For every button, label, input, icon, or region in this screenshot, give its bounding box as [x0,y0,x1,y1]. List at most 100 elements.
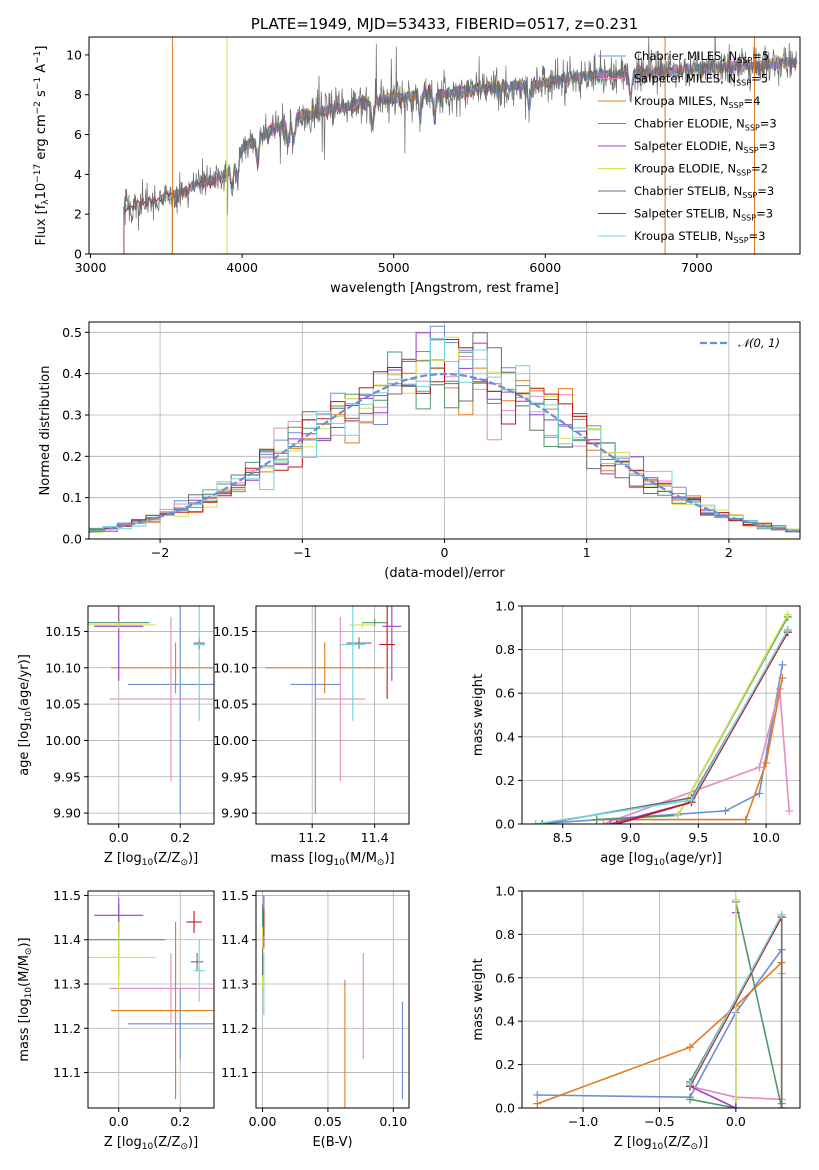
weight_vs_age-ytick-label: 0.2 [495,773,515,788]
weight_vs_age-ytick-label: 0.6 [495,686,515,701]
age_vs_mass-ytick-label: 9.95 [221,769,249,784]
mass_vs_Z-plot-area [88,897,214,1100]
mass_vs_ebv-xlabel: E(B-V) [312,1135,352,1150]
weight_vs_Z-marker-kroupa_stelib [777,910,786,919]
spectrum-xtick-label: 3000 [75,260,107,275]
legend-label-kroupa_elodie: Kroupa ELODIE, NSSP=2 [634,162,768,178]
residuals-xtick-label: −1 [293,545,311,560]
weight_vs_age-series-chabrier_stelib [542,631,789,824]
mass_vs_ebv-axes: 0.00 0.05 0.10 11.1 11.2 11.3 11.4 11.5 E(B-V) [221,888,410,1150]
spectrum-axes: 3000 4000 5000 6000 7000 0 2 4 6 8 10 wavelength [A… [33,36,801,296]
mass_vs_ebv-ytick-label: 11.5 [221,888,249,903]
residuals-frame: −2 −1 0 1 2 0.0 0.1 0.2 0.3 0.4 0.5 (data-model)/er… [38,321,801,581]
figure-title: PLATE=1949, MJD=53433, FIBERID=0517, z=0… [251,15,638,33]
weight_vs_age-ytick-label: 0.4 [495,729,515,744]
age_vs_Z-xtick-label: 0.0 [109,830,129,845]
spectrum-ytick-label: 8 [74,87,82,102]
mass_vs_ebv-ytick-label: 11.2 [221,1021,249,1036]
mass_vs_ebv-frame: 0.00 0.05 0.10 11.1 11.2 11.3 11.4 11.5 E(B-V) [221,888,410,1150]
age_vs_mass-border [255,605,410,825]
age_vs_Z-frame: 0.0 0.2 9.90 9.95 10.00 10.05 10.10 10.15 Z [log… [17,605,215,868]
residuals-xtick-label: 2 [725,545,733,560]
age_vs_mass-ytick-label: 10.15 [213,624,249,639]
mass_vs_Z-axes: 0.0 0.2 11.1 11.2 11.3 11.4 11.5 Z [log10(Z/Z⊙)… [17,888,215,1152]
legend-label-chabrier_miles: Chabrier MILES, NSSP=5 [634,49,769,65]
weight_vs_Z-series-chabrier_miles [537,949,783,1099]
mass_vs_Z-point-salpeter_stelib [186,910,202,934]
weight_vs_age-series-kroupa_miles [596,677,784,821]
mass_vs_ebv-border [255,890,410,1109]
weight_vs_age-marker-kroupa_stelib [783,625,792,634]
weight_vs_age-marker-chabrier_miles [778,660,787,669]
weight_vs_age-series-chabrier_miles [535,664,784,824]
weight_vs_age-frame: 8.5 9.0 9.5 10.0 0.0 0.2 0.4 0.6 0.8 1.0 age [log1… [471,599,801,868]
weight_vs_age-xtick-label: 9.0 [621,830,641,845]
weight_vs_age-marker-kroupa_miles [778,673,787,682]
mass_vs_ebv-xtick-label: 0.00 [249,1114,277,1129]
age_vs_mass-point-chabrier_miles [290,606,341,814]
age_vs_mass-ytick-label: 10.05 [213,697,249,712]
spectrum-legend: Chabrier MILES, NSSP=5 Salpeter MILES, NS… [598,49,777,245]
weight_vs_Z-ytick-label: 0.0 [495,1101,515,1116]
residuals-xtick-label: −2 [151,545,169,560]
age_vs_Z-xtick-label: 0.2 [170,830,190,845]
spectrum-plot-area [123,37,798,254]
residual-hist-chabrier_miles [89,325,800,531]
weight_vs_Z-marker-kroupa_miles [686,1043,695,1052]
residuals-ytick-label: 0.5 [62,325,82,340]
mass_vs_Z-ytick-label: 11.4 [53,932,81,947]
weight_vs_Z-xtick-label: −1.0 [568,1114,598,1129]
spectrum-xtick-label: 5000 [378,260,410,275]
spectrum-ytick-label: 10 [66,47,82,62]
residuals-ytick-label: 0.2 [62,449,82,464]
weight_vs_Z-ytick-label: 0.6 [495,970,515,985]
age_vs_mass-point-salpeter_stelib [379,606,395,700]
mass_vs_ebv-ytick-label: 11.3 [221,977,249,992]
mass_vs_ebv-plot-area [261,895,404,1108]
age_vs_mass-point-kroupa_miles [265,642,385,694]
residuals-xlabel: (data-model)/error [384,566,505,581]
age_vs_Z-point-kroupa_stelib [193,606,205,721]
weight_vs_age-marker-kroupa_stelib [687,796,696,805]
age_vs_Z-border [87,605,215,825]
residuals-ylabel: Normed distribution [38,366,53,496]
mass_vs_Z-ytick-label: 11.1 [53,1065,81,1080]
age_vs_Z-ytick-label: 9.95 [53,769,81,784]
legend-label-chabrier_stelib: Chabrier STELIB, NSSP=3 [634,184,774,200]
weight_vs_Z-ytick-label: 1.0 [495,884,515,899]
weight_vs_age-xlabel: age [log10(age/yr)] [600,851,722,868]
spectrum-xtick-label: 4000 [226,260,258,275]
weight_vs_age-ytick-label: 0.0 [495,817,515,832]
weight_vs_Z-marker-kroupa_stelib [686,1080,695,1089]
weight_vs_Z-frame: −1.0 −0.5 0.0 0.0 0.2 0.4 0.6 0.8 1.0 Z [log10(Z/… [471,884,801,1152]
spectrum-ylabel: Flux [fλ10−17 erg cm−2 s−1 A−1] [33,46,51,246]
age_vs_Z-axes: 0.0 0.2 9.90 9.95 10.00 10.05 10.10 10.15 Z [log… [17,605,215,868]
residual-hist-kroupa_stelib [89,337,800,532]
age_vs_Z-ytick-label: 10.00 [45,733,81,748]
weight_vs_age-xtick-label: 8.5 [553,830,573,845]
weight_vs_age-plot-area [531,610,794,824]
weight_vs_Z-series-salpeter_stelib [689,916,783,1087]
spectrum-xlabel: wavelength [Angstrom, rest frame] [330,281,559,296]
age_vs_mass-frame: 11.2 11.4 9.90 9.95 10.00 10.05 10.10 10.15 mass… [213,605,410,868]
mass_vs_Z-point-kroupa_stelib [193,939,205,1002]
age_vs_Z-xlabel: Z [log10(Z/Z⊙)] [104,851,198,868]
spectrum-ytick-label: 0 [74,247,82,262]
age_vs_mass-axes: 11.2 11.4 9.90 9.95 10.00 10.05 10.10 10.15 mass… [213,605,410,868]
residuals-axes: −2 −1 0 1 2 0.0 0.1 0.2 0.3 0.4 0.5 (data-model)/er… [38,321,801,581]
weight_vs_age-marker-chabrier_stelib [538,820,547,824]
weight_vs_Z-series-kroupa_stelib [689,914,783,1085]
weight_vs_Z-marker-kroupa_miles [533,1099,542,1108]
weight_vs_Z-axes: −1.0 −0.5 0.0 0.0 0.2 0.4 0.6 0.8 1.0 Z [log10(Z/… [471,884,801,1152]
weight_vs_Z-marker-salpeter_elodie [731,1104,740,1108]
age_vs_mass-point-salpeter_elodie [382,606,402,681]
weight_vs_age-marker-kroupa_elodie [673,811,682,820]
age_vs_Z-ytick-label: 10.05 [45,697,81,712]
weight_vs_age-marker-kroupa_elodie [783,610,792,619]
legend-label-salpeter_stelib: Salpeter STELIB, NSSP=3 [634,207,773,223]
age_vs_mass-point-salpeter_miles [315,616,366,782]
age_vs_mass-point-chabrier_stelib [346,637,372,649]
legend-label-chabrier_elodie: Chabrier ELODIE, NSSP=3 [634,117,777,133]
residuals-ytick-label: 0.3 [62,408,82,423]
weight_vs_age-series-kroupa_elodie [677,614,789,816]
